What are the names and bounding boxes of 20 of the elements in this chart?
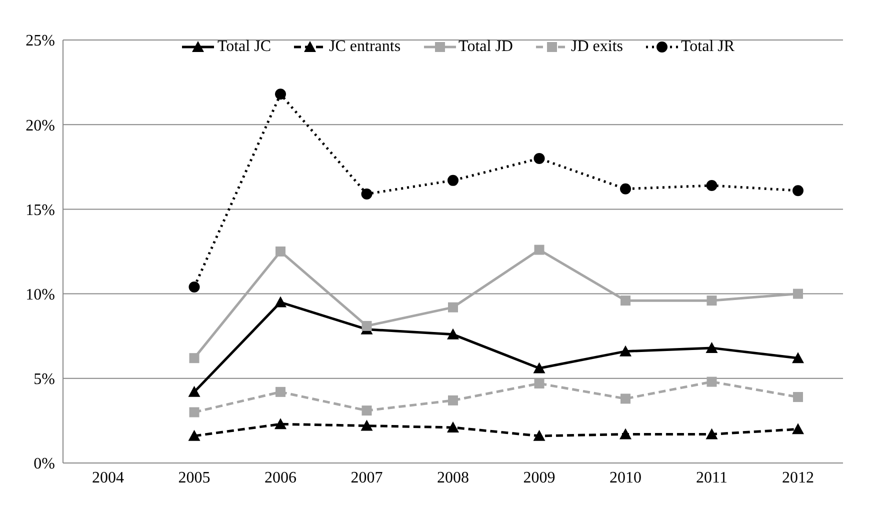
x-tick-label: 2005	[178, 469, 210, 486]
legend-label: JC entrants	[328, 38, 401, 56]
x-tick-label: 2004	[92, 469, 124, 486]
x-tick-label: 2012	[782, 469, 814, 486]
y-tick-label: 10%	[26, 286, 55, 304]
x-tick-label: 2010	[610, 469, 642, 486]
y-tick-label: 15%	[26, 202, 55, 219]
legend-label: Total JR	[680, 38, 735, 56]
legend-label: JD exits	[570, 38, 623, 56]
y-tick-label: 20%	[26, 117, 55, 134]
legend-label: Total JD	[458, 38, 513, 56]
x-tick-label: 2008	[437, 469, 469, 486]
y-tick-label: 25%	[26, 32, 55, 50]
x-tick-label: 2006	[264, 469, 296, 486]
x-tick-label: 2011	[696, 469, 728, 486]
x-tick-label: 2009	[523, 469, 556, 486]
y-tick-label: 5%	[34, 371, 55, 388]
legend-label: Total JC	[216, 38, 271, 56]
x-tick-label: 2007	[350, 469, 383, 486]
y-tick-label: 0%	[34, 456, 55, 473]
